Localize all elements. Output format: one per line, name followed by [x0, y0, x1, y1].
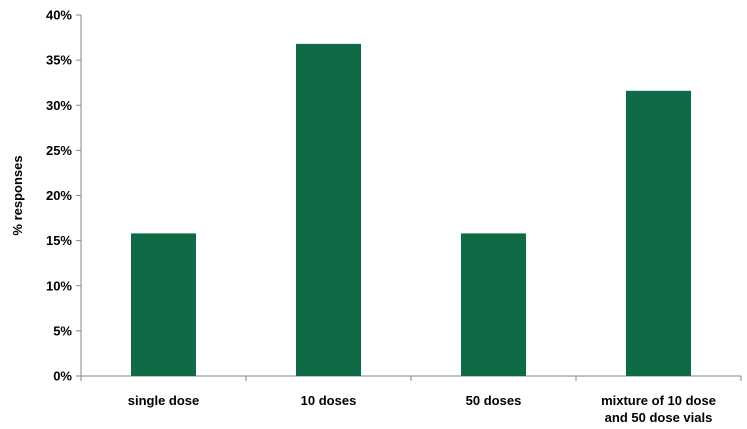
x-tick-label: and 50 dose vials: [605, 410, 713, 425]
y-tick-label: 25%: [46, 143, 72, 158]
bar: [626, 90, 691, 376]
bar: [131, 233, 196, 376]
bars: [131, 43, 691, 376]
x-tick-label: single dose: [128, 393, 200, 408]
y-tick-label: 10%: [46, 278, 72, 293]
x-tick-label: 10 doses: [301, 393, 357, 408]
y-tick-label: 0%: [53, 369, 72, 384]
y-tick-label: 20%: [46, 188, 72, 203]
y-tick-label: 15%: [46, 233, 72, 248]
x-axis: single dose 10 doses 50 doses mixture of 10…: [80, 375, 742, 425]
x-tick-label: mixture of 10 dose: [601, 393, 716, 408]
y-tick-label: 5%: [53, 323, 72, 338]
y-tick-label: 40%: [46, 8, 72, 23]
y-axis: 0% 5% 10% 15% 20% 25% 30% 35% 40%: [46, 8, 82, 384]
y-tick-label: 35%: [46, 53, 72, 68]
y-axis-title: % responses: [10, 155, 25, 235]
y-tick-label: 30%: [46, 98, 72, 113]
bar: [461, 233, 526, 376]
x-tick-label: 50 doses: [466, 393, 522, 408]
bar: [296, 43, 361, 376]
